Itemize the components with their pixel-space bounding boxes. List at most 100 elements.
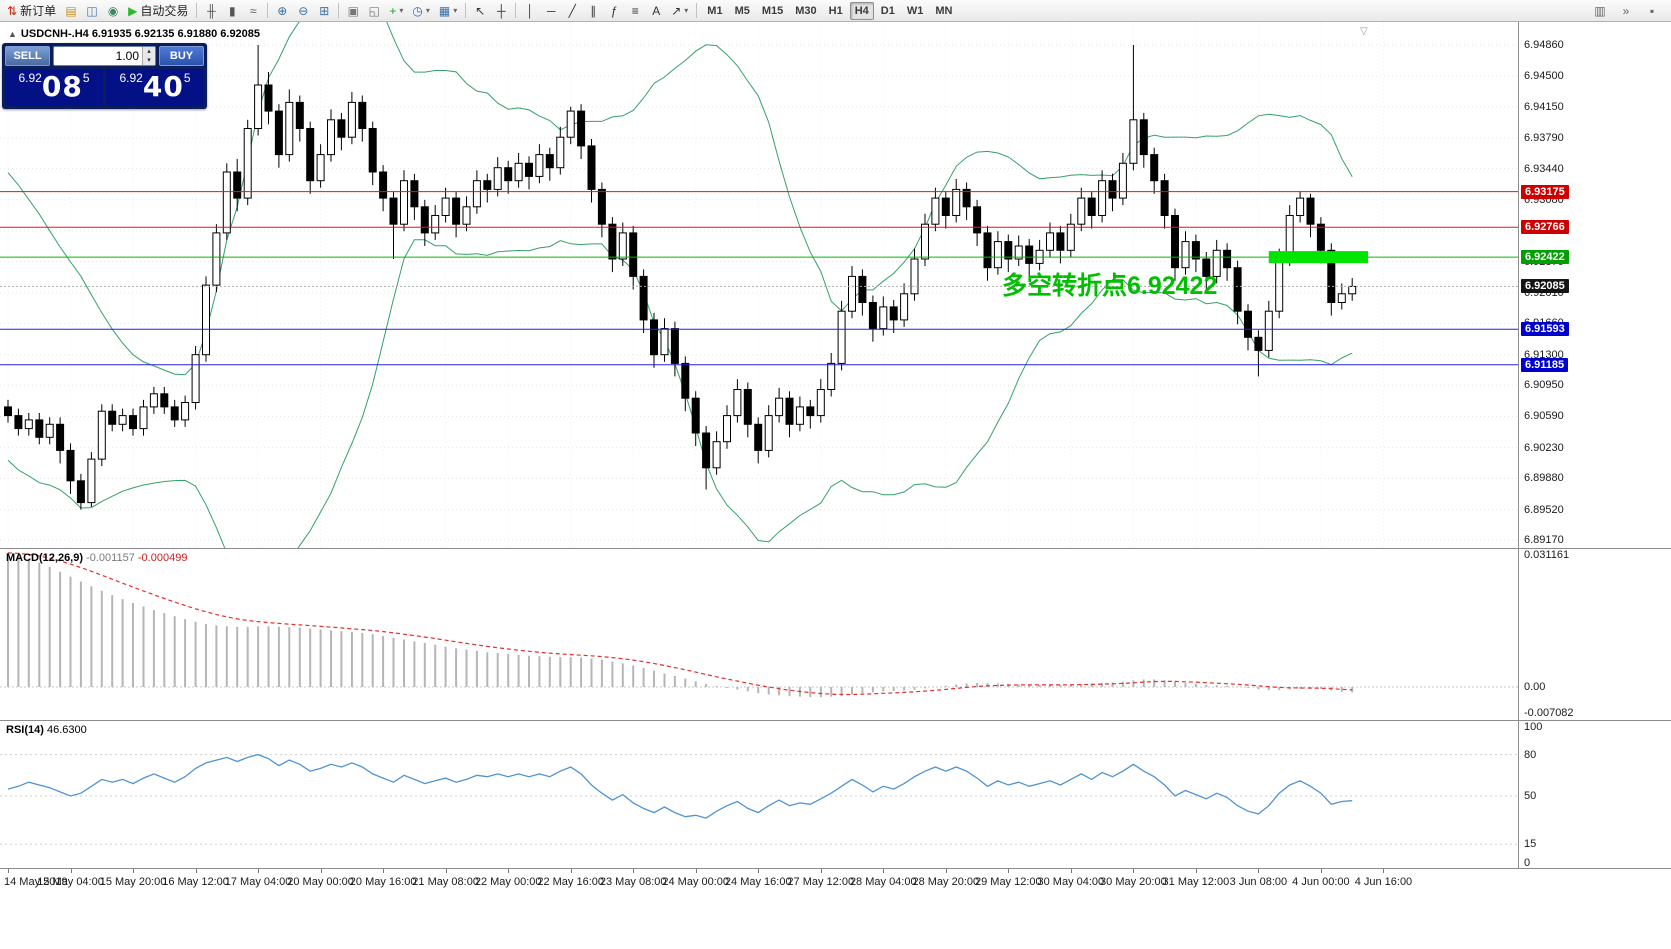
- toolbar-separator: [696, 3, 698, 18]
- time-tick: [70, 869, 72, 873]
- timeframe-h1-button[interactable]: H1: [828, 4, 843, 17]
- trendline-button[interactable]: ╱: [562, 2, 582, 20]
- volume-up-button[interactable]: ▴: [143, 47, 155, 56]
- chart-list-icon[interactable]: ▥: [1590, 2, 1610, 20]
- timeframe-m15-button[interactable]: M15: [761, 4, 784, 17]
- timeframe-m5-button[interactable]: M5: [734, 4, 750, 17]
- rsi-label: RSI(14) 46.6300: [6, 724, 87, 736]
- text-icon: A: [652, 3, 661, 18]
- chart-shift-marker-icon[interactable]: ▽: [1360, 26, 1368, 37]
- tile-windows-button[interactable]: ⊞: [314, 2, 334, 20]
- time-axis-label: 31 May 12:00: [1162, 876, 1230, 888]
- trade-panel-collapse-icon[interactable]: ▲: [8, 29, 17, 39]
- timeframe-h4-button[interactable]: H4: [849, 1, 874, 20]
- caret-down-icon: ▾: [425, 6, 430, 15]
- vertical-line-button[interactable]: │: [520, 2, 540, 20]
- time-axis-label: 17 May 04:00: [224, 876, 292, 888]
- arrows-icon: ↗: [671, 3, 682, 18]
- overflow-icon: »: [1622, 3, 1630, 18]
- shapes-icon: ≡: [631, 3, 639, 18]
- indicators-button[interactable]: + ▾: [385, 2, 407, 20]
- overflow-icon[interactable]: »: [1616, 2, 1636, 20]
- time-tick: [133, 869, 135, 873]
- edit-chart-icon[interactable]: ▪: [1642, 2, 1662, 20]
- track-chart-button[interactable]: ◱: [364, 2, 384, 20]
- auto-arrange-icon: ▣: [347, 3, 359, 18]
- bollinger-lower-band[interactable]: [7, 239, 1353, 548]
- track-chart-icon: ◱: [368, 3, 380, 18]
- zoom-out-button[interactable]: ⊖: [293, 2, 313, 20]
- sell-price-display[interactable]: 6.92085: [5, 69, 103, 106]
- macd-chart[interactable]: [0, 549, 1518, 721]
- charts-icon-icon: ▤: [65, 3, 77, 18]
- line-chart-button[interactable]: ≈: [243, 2, 263, 20]
- templates-button[interactable]: ▦ ▾: [435, 2, 461, 20]
- charts-icon[interactable]: ▤: [61, 2, 81, 20]
- pivot-highlight-rect[interactable]: [1268, 251, 1368, 264]
- time-axis-label: 20 May 00:00: [287, 876, 354, 888]
- timeframes-toolbar: M1 M5 M15 M30 H1 H4 D1 W1 MN: [701, 1, 958, 20]
- time-axis-label: 27 May 12:00: [787, 876, 855, 888]
- buy-button[interactable]: BUY: [159, 46, 204, 66]
- macd-indicator-panel: 0.031161 0.00 -0.007082 MACD(12,26,9) -0.0…: [0, 548, 1671, 720]
- volume-spin-buttons: ▴ ▾: [142, 47, 155, 65]
- auto-arrange-button[interactable]: ▣: [343, 2, 363, 20]
- market-watch-icon[interactable]: ◉: [103, 2, 123, 20]
- macd-axis-label: 0.031161: [1524, 549, 1570, 561]
- time-axis-label: 21 May 08:00: [412, 876, 479, 888]
- zoom-in-button[interactable]: ⊕: [272, 2, 292, 20]
- time-axis[interactable]: 14 May 2019 15 May 04:00 15 May 20:00 16 Ma…: [0, 868, 1671, 892]
- price-axis-label: 6.90230: [1524, 441, 1564, 454]
- profiles-icon[interactable]: ◫: [82, 2, 102, 20]
- time-axis-label: 20 May 16:00: [349, 876, 417, 888]
- bollinger-upper-band[interactable]: [7, 22, 1353, 376]
- toolbar-right-group: ▥ » ▪: [1590, 2, 1668, 20]
- time-tick: [945, 869, 947, 873]
- horizontal-line-button[interactable]: ─: [541, 2, 561, 20]
- time-tick: [633, 869, 635, 873]
- time-axis-label: 15 May 04:00: [37, 876, 104, 888]
- timeframe-mn-button[interactable]: MN: [935, 4, 953, 17]
- volume-input[interactable]: [54, 47, 142, 65]
- templates-icon: ▦: [438, 3, 451, 18]
- new-order-button[interactable]: ⇅ 新订单: [3, 2, 60, 20]
- text-button[interactable]: A: [646, 2, 666, 20]
- symbol-ohlc-info: ▲ USDCNH-.H4 6.91935 6.92135 6.91880 6.92…: [8, 28, 260, 40]
- periods-button[interactable]: ◷ ▾: [408, 2, 434, 20]
- timeframe-w1-button[interactable]: W1: [906, 4, 924, 17]
- channel-button[interactable]: ∥: [583, 2, 603, 20]
- time-axis-label: 15 May 20:00: [99, 876, 167, 888]
- fibonacci-button[interactable]: ƒ: [604, 2, 624, 20]
- vertical-line-icon: │: [526, 3, 534, 18]
- time-axis-label: 29 May 12:00: [974, 876, 1042, 888]
- candlestick-chart[interactable]: [0, 22, 1518, 548]
- price-chart-panel: 6.94860 6.94500 6.94150 6.93790 6.93440 6.930…: [0, 22, 1671, 548]
- volume-down-button[interactable]: ▾: [143, 56, 155, 65]
- crosshair-button[interactable]: ┼: [491, 2, 511, 20]
- time-tick: [445, 869, 447, 873]
- bar-chart-button[interactable]: ╫: [201, 2, 221, 20]
- arrows-button[interactable]: ↗ ▾: [667, 2, 692, 20]
- buy-price-display[interactable]: 6.92405: [106, 69, 204, 106]
- channel-icon: ∥: [590, 3, 597, 18]
- sell-button[interactable]: SELL: [5, 46, 50, 66]
- price-axis-label: 6.94860: [1524, 39, 1564, 51]
- timeframe-d1-button[interactable]: D1: [880, 4, 895, 17]
- rsi-chart[interactable]: [0, 721, 1518, 869]
- pivot-annotation-text[interactable]: 多空转折点6.92422: [1002, 272, 1218, 300]
- cursor-button[interactable]: ↖: [470, 2, 490, 20]
- price-axis-label: 6.94150: [1524, 100, 1564, 113]
- timeframe-m30-button[interactable]: M30: [795, 4, 817, 17]
- macd-label: MACD(12,26,9) -0.001157 -0.000499: [6, 552, 187, 564]
- shapes-button[interactable]: ≡: [625, 2, 645, 20]
- rsi-axis-label: 0: [1524, 857, 1531, 869]
- new-order-button-label: 新订单: [20, 4, 57, 18]
- rsi-value: 46.6300: [46, 724, 87, 736]
- timeframe-m1-button[interactable]: M1: [707, 4, 723, 17]
- price-axis[interactable]: 6.94860 6.94500 6.94150 6.93790 6.93440 6.930…: [1518, 22, 1671, 548]
- candlestick-chart-button[interactable]: ▮: [222, 2, 242, 20]
- rsi-axis-label: 15: [1524, 838, 1537, 851]
- time-axis-label: 30 May 20:00: [1100, 876, 1167, 888]
- new-order-icon: ⇅: [7, 3, 18, 18]
- autotrading-button[interactable]: ▶ 自动交易: [124, 2, 192, 20]
